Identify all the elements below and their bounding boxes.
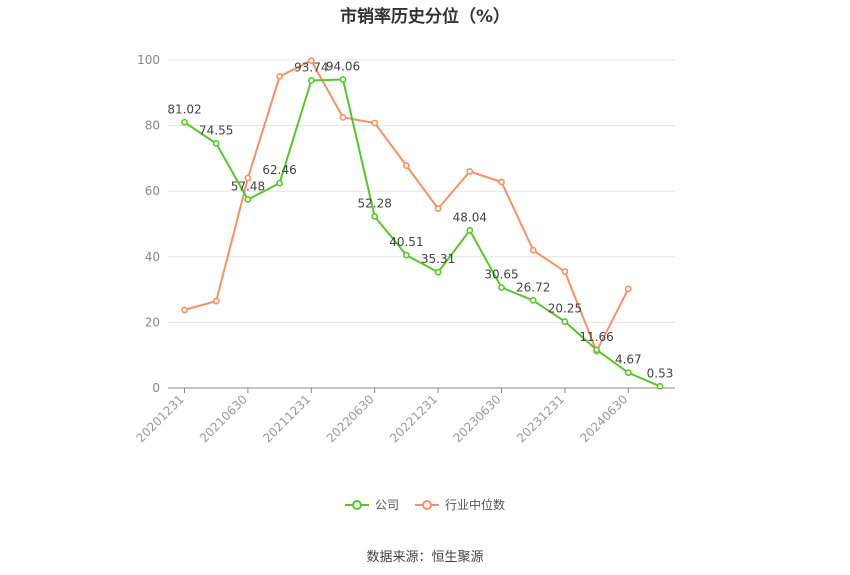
- x-tick-label: 20240630: [577, 392, 630, 445]
- data-label: 40.51: [389, 235, 423, 249]
- data-point: [529, 296, 537, 304]
- data-label: 11.66: [579, 330, 613, 344]
- data-label: 35.31: [421, 252, 455, 266]
- data-point: [181, 118, 188, 126]
- chart-title: 市销率历史分位（%）: [339, 7, 511, 27]
- legend-swatch: [415, 498, 439, 512]
- data-point: [593, 346, 600, 354]
- y-tick-label: 40: [145, 250, 160, 264]
- x-tick-label: 20220630: [324, 392, 377, 445]
- data-label: 48.04: [453, 210, 487, 224]
- data-point: [498, 284, 505, 291]
- data-point: [181, 306, 188, 314]
- data-point: [402, 251, 410, 259]
- data-point: [371, 213, 379, 220]
- data-label: 93.74: [294, 61, 328, 75]
- source-note: 数据来源：恒生聚源: [366, 550, 484, 565]
- data-label: 81.02: [167, 102, 201, 116]
- data-point: [276, 73, 283, 80]
- legend: 公司 行业中位数: [0, 496, 850, 515]
- data-point: [307, 77, 315, 84]
- data-point: [561, 268, 569, 275]
- data-point: [244, 174, 252, 182]
- x-tick-label: 20230630: [451, 392, 504, 445]
- legend-item[interactable]: 行业中位数: [415, 496, 505, 513]
- series-line: [183, 78, 661, 388]
- data-point: [624, 285, 632, 293]
- data-point: [212, 140, 220, 147]
- y-tick-label: 0: [152, 381, 160, 395]
- data-point: [529, 246, 537, 254]
- data-label: 20.25: [548, 302, 582, 316]
- data-point: [339, 76, 347, 83]
- data-point: [466, 227, 474, 234]
- data-label: 4.67: [615, 353, 642, 367]
- data-label: 52.28: [358, 197, 392, 211]
- data-point: [498, 178, 505, 186]
- data-point: [561, 318, 569, 325]
- data-label: 30.65: [484, 267, 518, 281]
- data-point: [244, 196, 252, 203]
- data-point: [276, 179, 283, 187]
- data-point: [656, 382, 664, 390]
- data-point: [212, 297, 220, 305]
- x-tick-label: 20201231: [134, 392, 187, 445]
- data-point: [624, 369, 632, 377]
- grid: [168, 59, 675, 323]
- data-point: [466, 168, 474, 175]
- data-point: [371, 119, 379, 127]
- data-point: [339, 114, 347, 121]
- legend-label: 公司: [374, 498, 399, 512]
- data-label: 57.48: [231, 179, 265, 193]
- y-tick-label: 20: [145, 315, 160, 329]
- data-label: 62.46: [262, 163, 296, 177]
- data-point: [307, 57, 315, 65]
- y-tick-label: 80: [145, 119, 160, 133]
- y-tick-label: 100: [137, 53, 160, 67]
- x-tick-label: 20231231: [514, 392, 567, 445]
- data-label: 26.72: [516, 280, 550, 294]
- data-label: 0.53: [647, 366, 674, 380]
- y-tick-label: 60: [145, 184, 160, 198]
- data-point: [402, 162, 410, 170]
- series: [181, 57, 664, 390]
- data-label: 74.55: [199, 123, 233, 137]
- legend-label: 行业中位数: [445, 498, 506, 512]
- data-label: 94.06: [326, 59, 360, 73]
- legend-item[interactable]: 公司: [344, 496, 399, 513]
- x-tick-label: 20210630: [197, 392, 250, 445]
- data-point: [434, 205, 442, 212]
- x-tick-label: 20221231: [387, 392, 440, 445]
- data-point: [434, 268, 442, 276]
- x-tick-label: 20211231: [260, 392, 313, 445]
- legend-swatch: [344, 498, 369, 512]
